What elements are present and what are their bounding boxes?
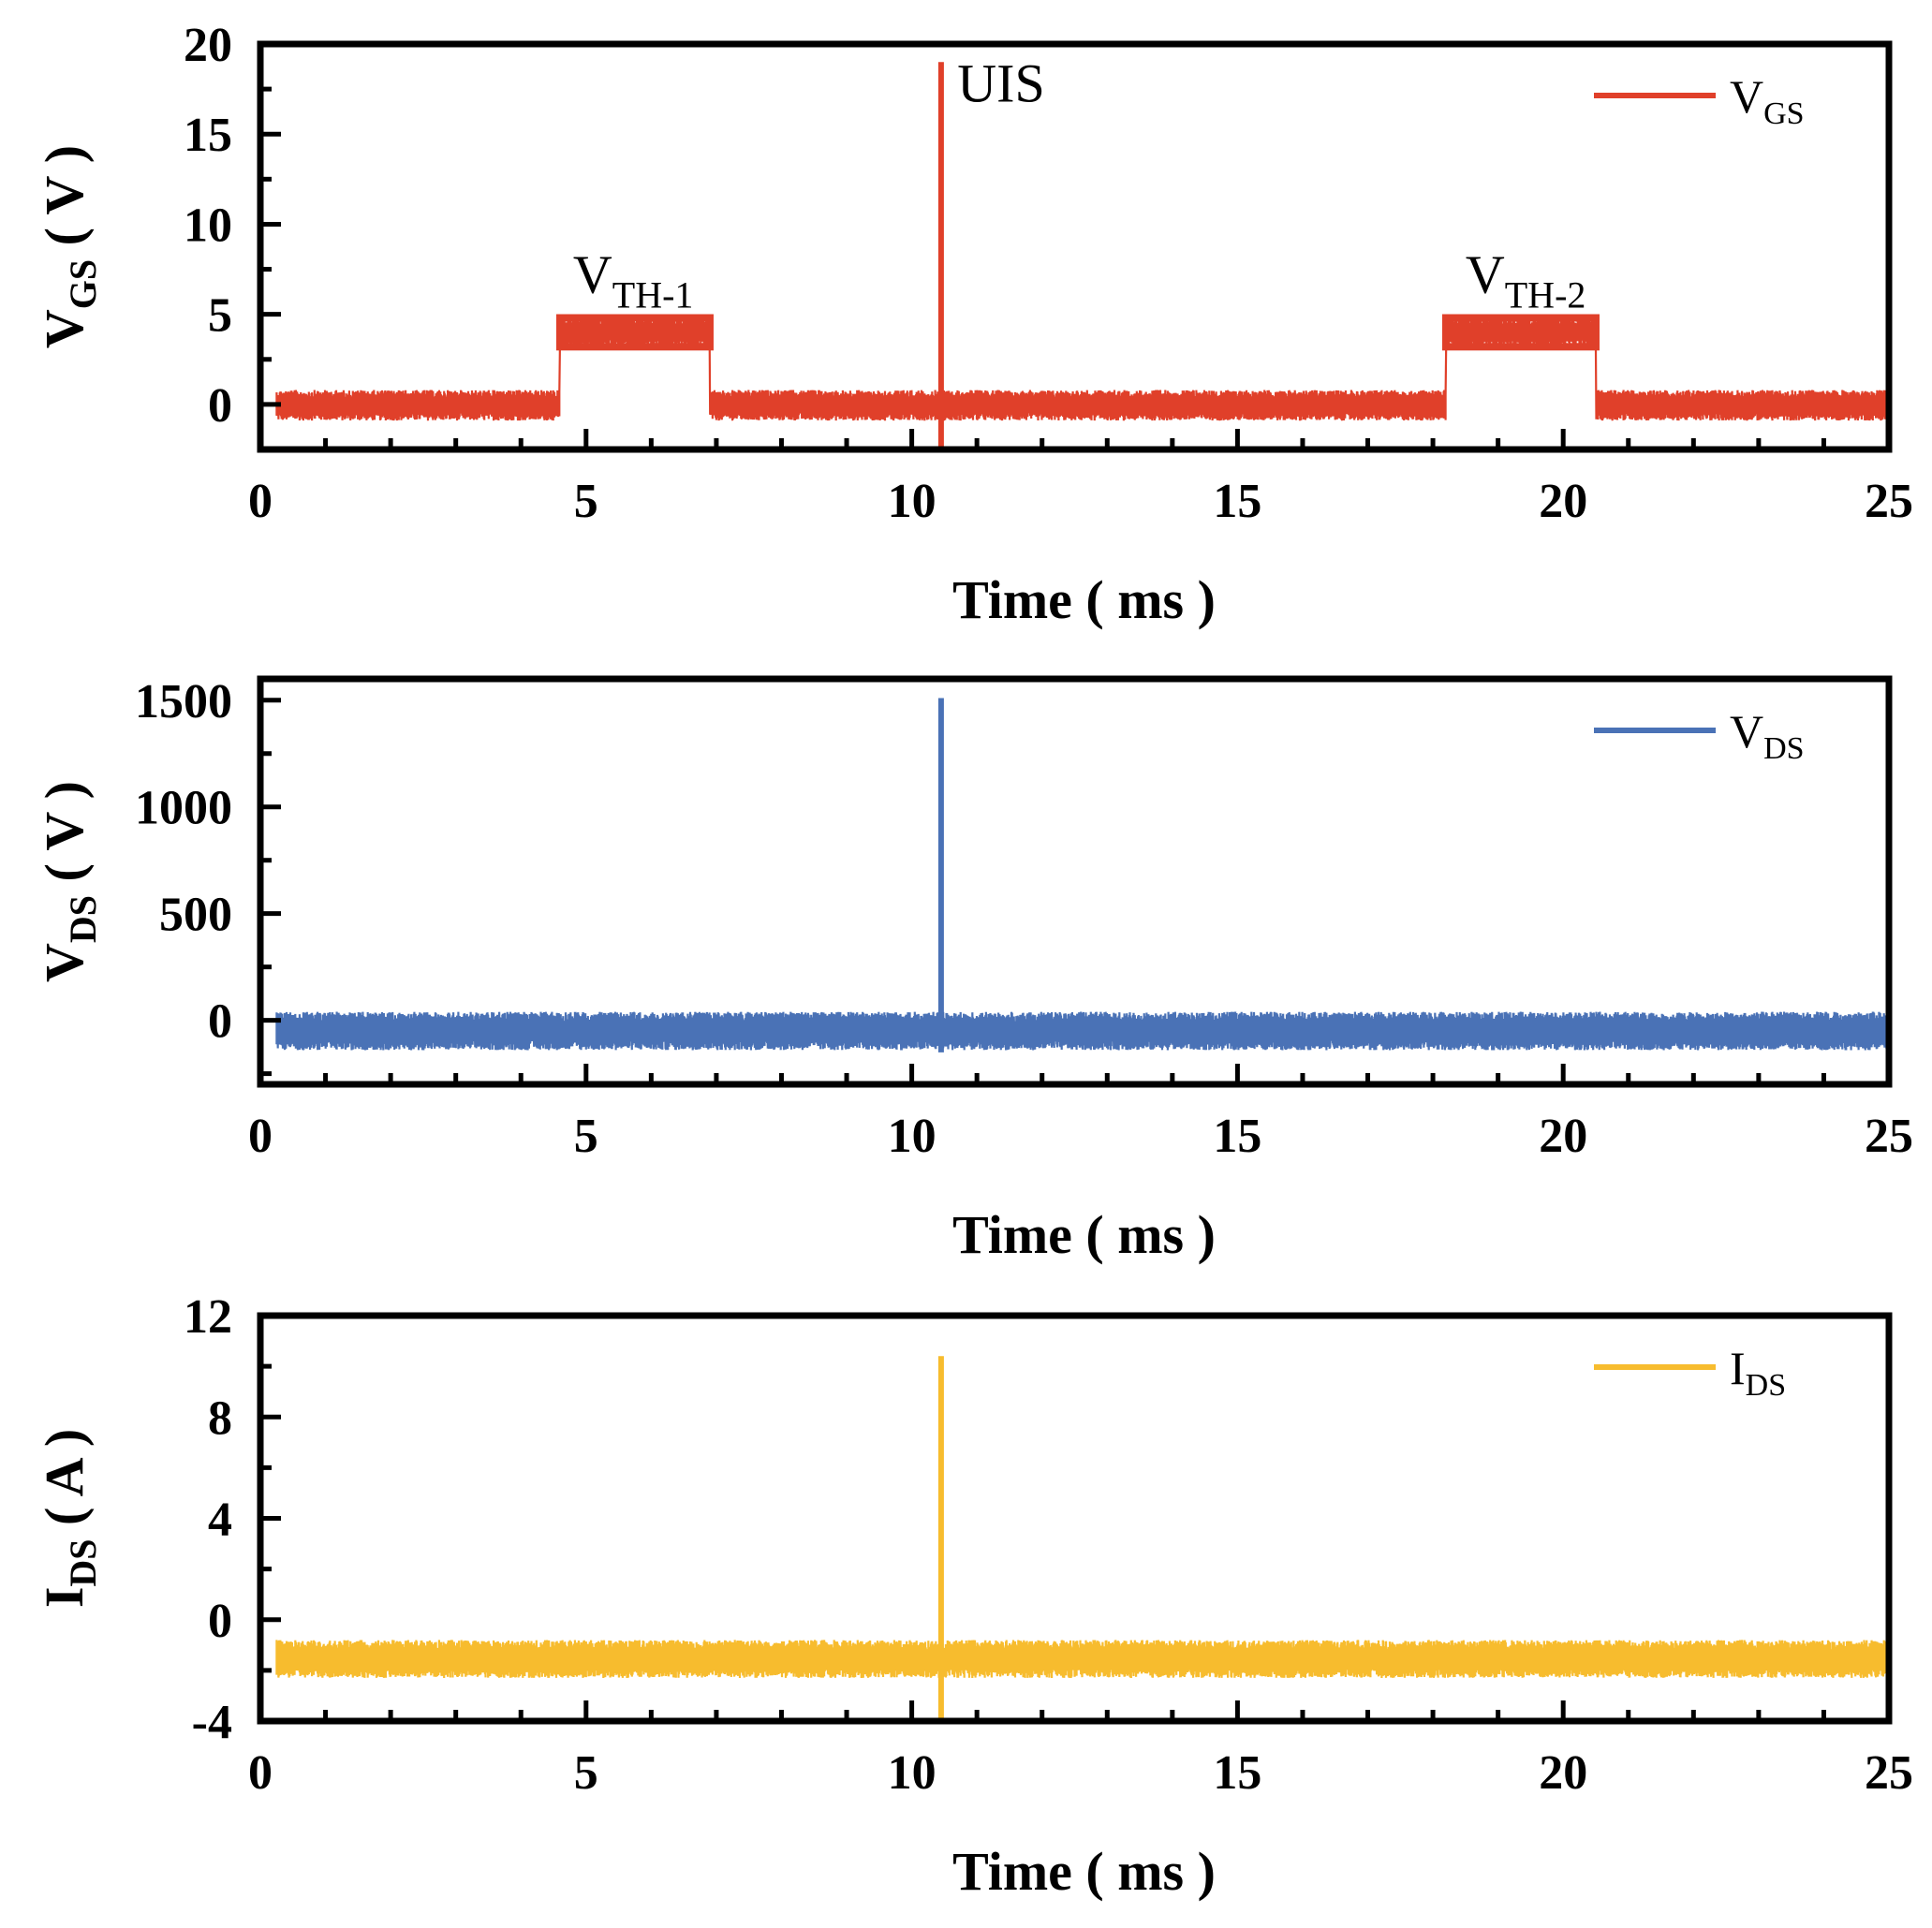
legend-label-main: I (1730, 1342, 1746, 1394)
y-axis-title-main: V (34, 943, 95, 982)
annotation-1: VTH-1 (573, 244, 694, 316)
series-VDS-trace (275, 1011, 1891, 1051)
y-axis-title-main: I (34, 1587, 95, 1609)
x-tick-label: 0 (248, 1110, 273, 1163)
x-tick-label: 5 (574, 1746, 598, 1800)
y-tick-label: -4 (192, 1696, 232, 1749)
x-tick-label: 25 (1865, 1110, 1913, 1163)
x-tick-label: 5 (574, 475, 598, 528)
legend-label-sub: DS (1746, 1368, 1786, 1403)
x-tick-label: 5 (574, 1110, 598, 1163)
annotation-3: VTH-2 (1466, 244, 1586, 316)
y-tick-label: 0 (208, 995, 232, 1049)
annotation-2-main: UIS (957, 53, 1044, 114)
y-tick-label: 12 (184, 1290, 232, 1344)
x-tick-label: 25 (1865, 1746, 1913, 1800)
x-tick-label: 20 (1539, 1110, 1587, 1163)
y-axis-title-unit: ( V ) (34, 145, 95, 259)
legend-label-main: V (1730, 705, 1763, 758)
series-VGS-pulse-1 (555, 314, 714, 351)
legend-label-main: V (1730, 70, 1763, 123)
y-tick-label: 5 (208, 289, 232, 343)
x-tick-label: 15 (1213, 475, 1261, 528)
y-tick-label: 0 (208, 1595, 232, 1648)
y-axis-title: VDS ( V ) (34, 781, 104, 982)
legend-label-sub: DS (1763, 731, 1804, 766)
y-tick-label: 8 (208, 1391, 232, 1445)
y-tick-label: 1000 (135, 782, 232, 835)
y-tick-label: 15 (184, 109, 232, 162)
legend-label-sub: GS (1763, 96, 1804, 131)
x-axis-title: Time ( ms ) (952, 569, 1216, 630)
x-tick-label: 10 (888, 475, 937, 528)
y-axis-title-sub: DS (62, 1538, 104, 1586)
y-axis-title-main: V (34, 309, 95, 348)
y-axis-title-unit: ( V ) (34, 781, 95, 895)
y-tick-label: 4 (208, 1494, 232, 1547)
y-axis-title-sub: DS (62, 895, 104, 943)
x-tick-label: 10 (888, 1746, 937, 1800)
annotation-3-main: V (1466, 244, 1505, 305)
y-tick-label: 500 (159, 889, 232, 942)
plot-frame (257, 675, 1893, 1088)
series-VGS-trace (275, 317, 1891, 421)
y-axis-title-unit: ( A ) (34, 1429, 95, 1539)
series-VGS-pulse-2 (1441, 314, 1600, 351)
x-tick-label: 15 (1213, 1110, 1261, 1163)
x-tick-label: 25 (1865, 475, 1913, 528)
x-axis-title: Time ( ms ) (952, 1204, 1216, 1265)
legend-label: VGS (1730, 70, 1805, 131)
annotation-1-main: V (573, 244, 612, 305)
annotation-1-sub: TH-1 (612, 274, 694, 316)
x-tick-label: 0 (248, 475, 273, 528)
x-tick-label: 20 (1539, 1746, 1587, 1800)
y-tick-label: 0 (208, 379, 232, 433)
y-axis-title: VGS ( V ) (34, 145, 104, 348)
x-tick-label: 10 (888, 1110, 937, 1163)
legend-label: VDS (1730, 705, 1805, 766)
x-tick-label: 20 (1539, 475, 1587, 528)
series-IDS-trace (275, 1640, 1891, 1679)
x-tick-label: 15 (1213, 1746, 1261, 1800)
y-tick-label: 10 (184, 199, 232, 252)
y-axis-title: IDS ( A ) (34, 1429, 104, 1608)
x-tick-label: 0 (248, 1746, 273, 1800)
y-tick-label: 1500 (135, 675, 232, 729)
plot-frame (257, 40, 1893, 453)
annotation-2: UIS (957, 53, 1044, 114)
y-axis-title-sub: GS (62, 259, 104, 309)
annotation-3-sub: TH-2 (1505, 274, 1586, 316)
y-tick-label: 20 (184, 19, 232, 72)
legend-label: IDS (1730, 1342, 1786, 1403)
x-axis-title: Time ( ms ) (952, 1841, 1216, 1902)
